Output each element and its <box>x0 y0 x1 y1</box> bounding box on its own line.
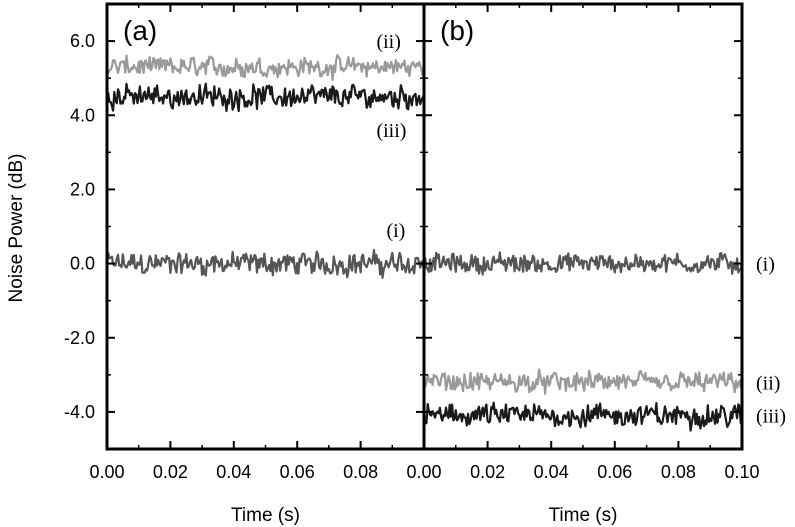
x-tick-label: 0.02 <box>153 462 188 482</box>
y-tick-label: 0.0 <box>70 254 95 274</box>
x-axis-title-b: Time (s) <box>549 505 618 526</box>
x-tick-label: 0.08 <box>661 462 696 482</box>
panel-b-plot: (i) (ii) (iii) 0.00 0.02 0.04 0.06 0.08 0.10 <box>406 2 786 482</box>
x-axis-title-a: Time (s) <box>231 505 300 526</box>
y-tick-label: -4.0 <box>64 402 95 422</box>
x-tick-label: 0.04 <box>534 462 569 482</box>
series-line-panel-a-2 <box>105 53 426 82</box>
x-tick-label: 0.04 <box>216 462 251 482</box>
series-label-panel-a-1: (i) <box>386 220 405 242</box>
x-tick-label: 0.06 <box>597 462 632 482</box>
series-line-panel-b-3 <box>423 401 744 432</box>
series-line-panel-b-2 <box>422 368 744 395</box>
x-tick-label: 0.00 <box>406 462 441 482</box>
y-tick-label: -2.0 <box>64 328 95 348</box>
x-tick-label: 0.10 <box>724 462 759 482</box>
series-line-panel-a-1 <box>105 248 425 279</box>
series-label-panel-b-3: (iii) <box>756 406 786 428</box>
panel-a-plot: (i) (ii) (iii) 0.00 0.02 0.04 0.06 0.08 6.0 4.0 2.… <box>64 2 426 482</box>
series-label-panel-b-1: (i) <box>756 254 775 276</box>
x-tick-label: 0.02 <box>470 462 505 482</box>
y-axis-title: Noise Power (dB) <box>6 154 27 303</box>
plot-frame-panel-a <box>105 2 426 451</box>
x-tick-label: 0.06 <box>280 462 315 482</box>
series-label-panel-a-2: (ii) <box>376 31 400 53</box>
series-line-panel-a-3 <box>106 82 426 113</box>
y-tick-label: 2.0 <box>70 179 95 199</box>
x-tick-label: 0.08 <box>343 462 378 482</box>
panel-b-label: (b) <box>440 15 474 46</box>
y-tick-label: 4.0 <box>70 105 95 125</box>
y-tick-label: 6.0 <box>70 31 95 51</box>
series-line-panel-b-1 <box>422 251 744 276</box>
panel-a-label: (a) <box>123 15 157 46</box>
x-tick-label: 0.00 <box>89 462 124 482</box>
series-label-panel-b-2: (ii) <box>756 372 780 394</box>
series-label-panel-a-3: (iii) <box>376 120 406 142</box>
